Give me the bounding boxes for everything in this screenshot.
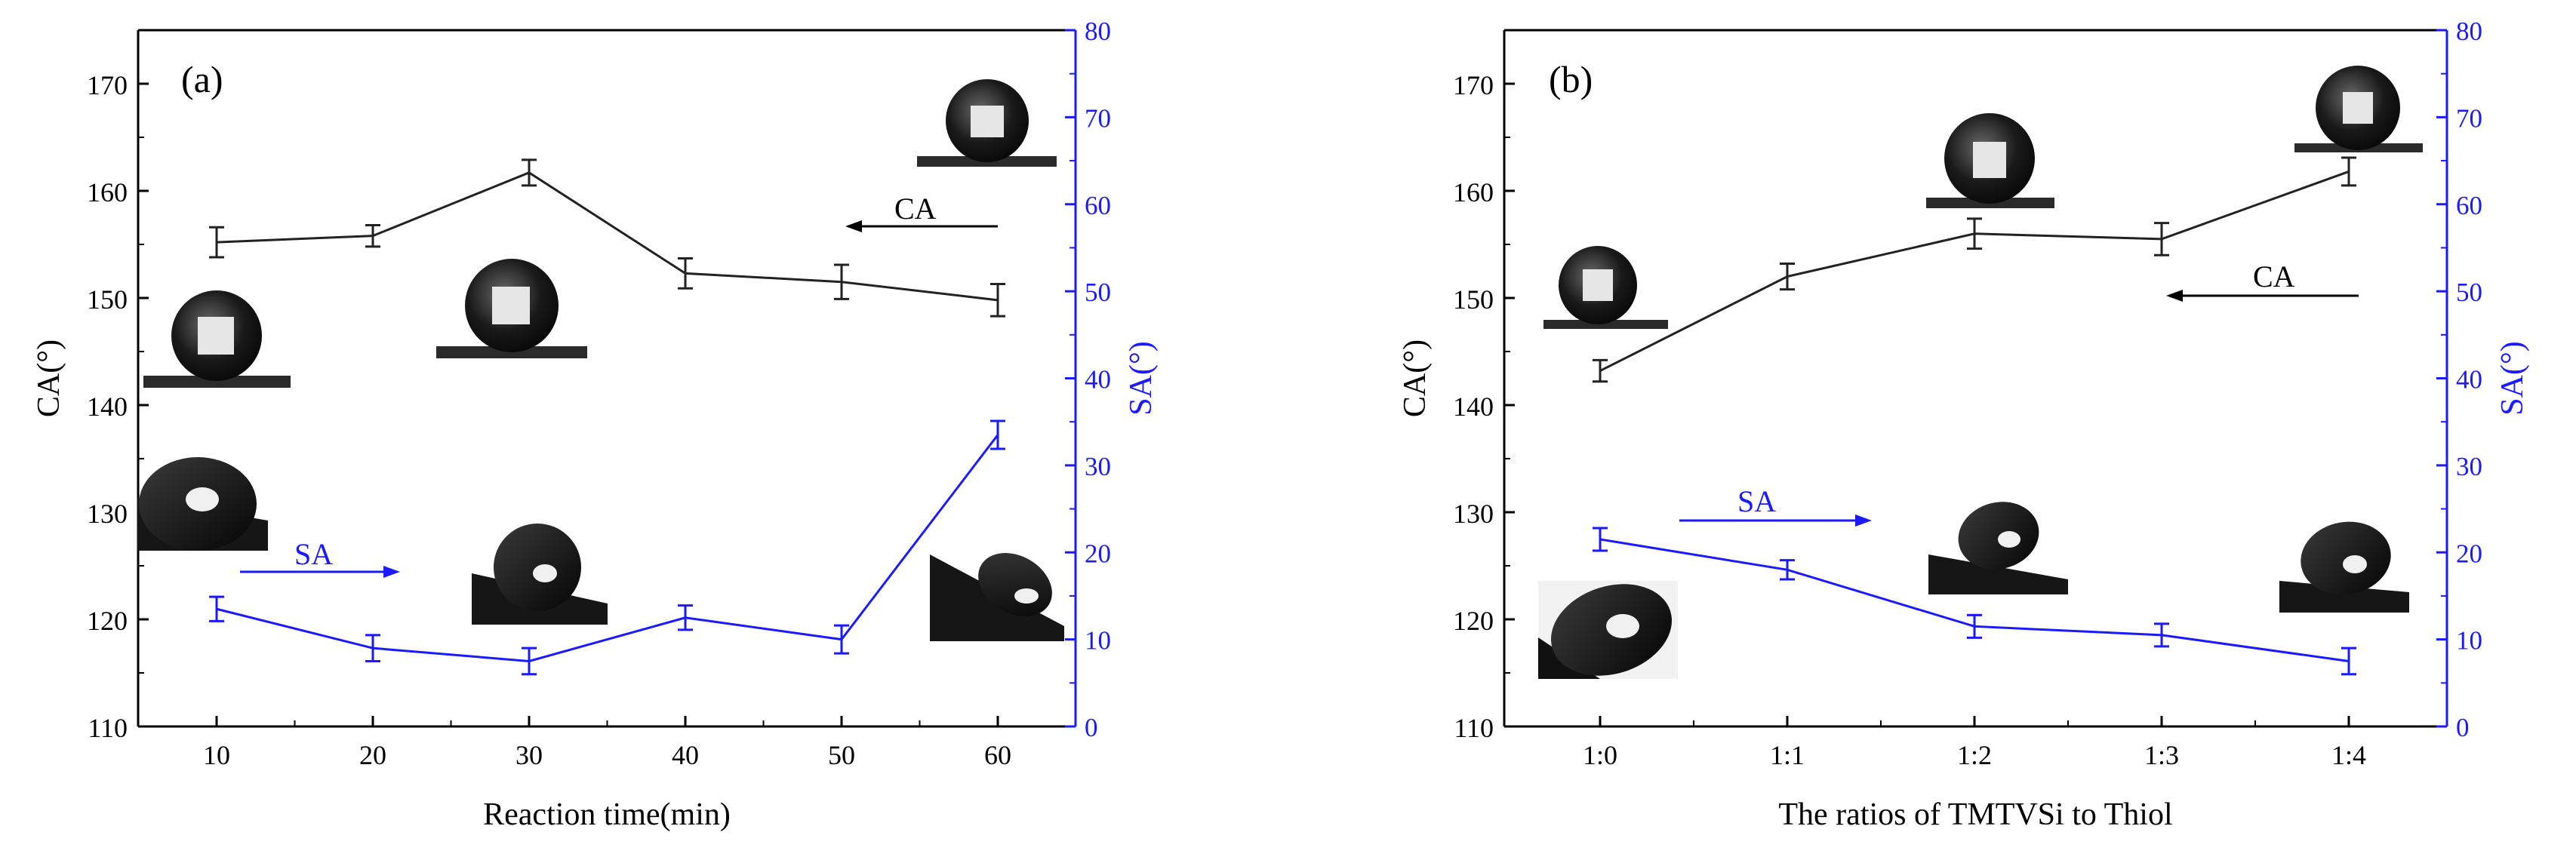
sa-annotation-label: SA bbox=[294, 537, 333, 571]
sa-droplet-image-3 bbox=[930, 553, 1064, 641]
y-right-axis-title: SA(°) bbox=[1124, 341, 1159, 415]
y-left-tick-label: 110 bbox=[1454, 713, 1494, 743]
ca-droplet-image-3-b bbox=[2294, 66, 2423, 152]
y-right-tick-label: 70 bbox=[1085, 103, 1111, 133]
y-right-tick-label: 10 bbox=[1085, 626, 1111, 656]
y-left-axis-title: CA(°) bbox=[1398, 339, 1433, 417]
y-left-tick-label: 150 bbox=[87, 284, 128, 315]
y-right-tick-label: 40 bbox=[2456, 365, 2482, 395]
panel-b-label: (b) bbox=[1549, 58, 1593, 100]
sa-droplet-image-1-b bbox=[1538, 581, 1678, 679]
ca-droplet-image-2 bbox=[436, 259, 587, 358]
y-right-tick-label: 60 bbox=[2456, 191, 2482, 220]
sa-droplet-image-3-b bbox=[2279, 521, 2409, 613]
ca-series-line bbox=[216, 171, 999, 302]
y-left-tick-label: 130 bbox=[1453, 499, 1494, 529]
y-left-tick-label: 120 bbox=[1453, 606, 1494, 636]
y-left-tick-label: 160 bbox=[1453, 177, 1494, 207]
ca-droplet-image-3 bbox=[917, 79, 1057, 167]
y-right-tick-label: 80 bbox=[1085, 17, 1111, 46]
x-tick-label: 30 bbox=[516, 740, 543, 770]
x-tick-label: 20 bbox=[359, 740, 386, 770]
x-axis-title: Reaction time(min) bbox=[483, 797, 731, 832]
sa-droplet-image-2-b bbox=[1928, 502, 2068, 594]
ca-arrow-head bbox=[845, 220, 862, 232]
sa-arrow-head bbox=[383, 566, 400, 578]
y-right-tick-label: 0 bbox=[1085, 713, 1098, 742]
panel-a-label: (a) bbox=[181, 58, 223, 100]
ca-annotation-label: CA bbox=[894, 192, 937, 226]
y-left-tick-label: 160 bbox=[87, 177, 128, 207]
y-left-tick-label: 140 bbox=[1453, 392, 1494, 422]
sa-droplet-image-2 bbox=[472, 524, 608, 625]
ca-droplet-image-1 bbox=[143, 290, 291, 388]
y-right-tick-label: 70 bbox=[2456, 103, 2482, 133]
x-tick-label: 1:3 bbox=[2144, 740, 2179, 770]
y-left-tick-label: 120 bbox=[87, 606, 128, 636]
y-left-tick-label: 170 bbox=[87, 70, 128, 100]
ca-annotation-label: CA bbox=[2253, 260, 2295, 293]
y-right-tick-label: 0 bbox=[2456, 713, 2470, 742]
x-tick-label: 60 bbox=[984, 740, 1011, 770]
ca-droplet-image-2-b bbox=[1926, 113, 2054, 208]
y-left-tick-label: 150 bbox=[1453, 284, 1494, 315]
y-right-tick-label: 10 bbox=[2456, 626, 2482, 656]
y-left-tick-label: 130 bbox=[87, 499, 128, 529]
y-left-tick-label: 110 bbox=[88, 713, 128, 743]
x-tick-label: 1:0 bbox=[1583, 740, 1617, 770]
sa-droplet-image-1 bbox=[137, 457, 268, 551]
y-right-tick-label: 40 bbox=[1085, 365, 1111, 395]
y-right-tick-label: 30 bbox=[1085, 452, 1111, 481]
y-right-tick-label: 50 bbox=[1085, 278, 1111, 307]
ca-droplet-image-1-b bbox=[1543, 246, 1668, 329]
x-axis-title: The ratios of TMTVSi to Thiol bbox=[1778, 797, 2172, 832]
x-tick-label: 40 bbox=[672, 740, 699, 770]
x-tick-label: 1:2 bbox=[1957, 740, 1992, 770]
y-right-tick-label: 20 bbox=[1085, 539, 1111, 568]
sa-arrow-head bbox=[1855, 514, 1872, 527]
y-right-axis-title: SA(°) bbox=[2495, 341, 2530, 415]
x-tick-label: 1:4 bbox=[2331, 740, 2366, 770]
y-right-tick-label: 50 bbox=[2456, 278, 2482, 307]
y-right-tick-label: 80 bbox=[2456, 17, 2482, 46]
y-right-tick-label: 30 bbox=[2456, 452, 2482, 481]
ca-arrow-head bbox=[2166, 290, 2183, 302]
y-left-tick-label: 170 bbox=[1453, 70, 1494, 100]
y-right-tick-label: 20 bbox=[2456, 539, 2482, 568]
y-left-tick-label: 140 bbox=[87, 392, 128, 422]
sa-annotation-label: SA bbox=[1737, 484, 1776, 518]
y-left-axis-title: CA(°) bbox=[32, 339, 66, 417]
sa-series-line bbox=[216, 434, 999, 662]
x-tick-label: 50 bbox=[828, 740, 855, 770]
x-tick-label: 10 bbox=[203, 740, 230, 770]
panel-a: (a) 110 120 130 140 150 160 170 0 10 20 30 40 50 60 70… bbox=[32, 17, 1159, 832]
y-right-tick-label: 60 bbox=[1085, 191, 1111, 220]
x-tick-label: 1:1 bbox=[1770, 740, 1805, 770]
panel-b: (b) 110 120 130 140 150 160 170 0 10 20 30 40 50 60 70… bbox=[1398, 17, 2530, 832]
